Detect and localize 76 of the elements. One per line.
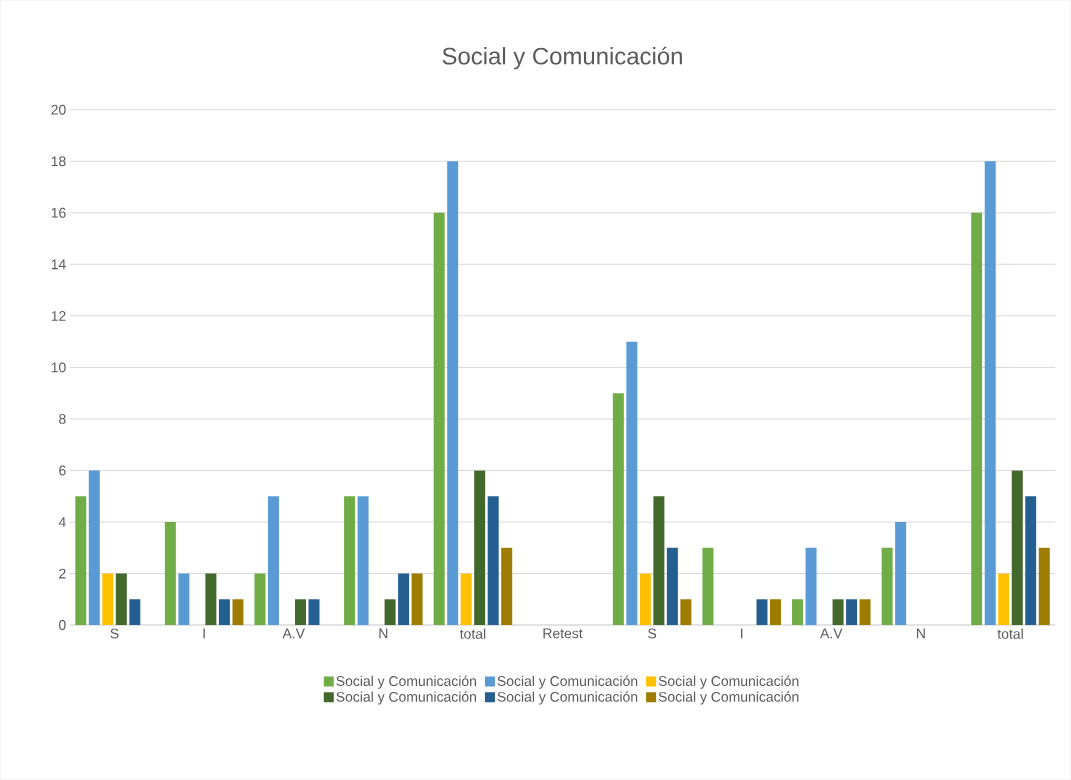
bar [792, 599, 804, 626]
x-tick-label: S [648, 628, 657, 639]
bar [344, 496, 356, 626]
x-tick-label: total [997, 628, 1023, 639]
x-tick-label: A.V [820, 628, 843, 639]
x-tick-label: N [917, 628, 925, 639]
x-tick-label: I [203, 628, 205, 639]
bar [205, 573, 217, 626]
y-tick-label: 8 [59, 414, 66, 424]
legend-label: Social y Comunicación [658, 691, 799, 705]
bar [859, 599, 871, 626]
bar [460, 573, 472, 626]
bar [895, 522, 907, 626]
x-tick-label: I [741, 628, 743, 639]
bar [653, 496, 665, 626]
legend-label: Social y Comunicación [336, 675, 477, 689]
legend-label: Social y Comunicación [658, 675, 799, 689]
y-tick-label: 4 [58, 517, 66, 527]
legend-label: Social y Comunicación [497, 691, 638, 705]
bar [846, 599, 858, 626]
bar [1038, 547, 1050, 626]
bar [702, 547, 714, 626]
bar [102, 573, 114, 626]
bar [384, 599, 396, 626]
bar [232, 599, 244, 626]
y-tick-label: 2 [59, 568, 66, 579]
bar [998, 573, 1010, 626]
bar [1025, 496, 1037, 626]
bar [267, 496, 279, 626]
y-tick-label: 18 [51, 156, 66, 167]
bar [88, 470, 100, 626]
x-tick-label: S [110, 628, 119, 639]
legend-label: Social y Comunicación [336, 691, 477, 705]
bar [474, 470, 486, 626]
y-tick-label: 16 [51, 207, 66, 218]
bar [769, 599, 781, 626]
chart-title: Social y Comunicación [442, 46, 682, 70]
bar [626, 341, 638, 626]
y-tick-label: 0 [59, 620, 66, 631]
bar [501, 547, 513, 626]
bar [612, 393, 624, 626]
x-tick-label: total [459, 628, 486, 639]
bar [805, 547, 817, 626]
bar [411, 573, 423, 626]
x-tick-label: Retest [543, 628, 583, 639]
y-tick-label: 10 [51, 362, 66, 373]
bar [115, 573, 127, 626]
bar [398, 573, 410, 626]
y-tick-label: 14 [51, 259, 66, 270]
bar [680, 599, 692, 626]
bar [984, 161, 996, 626]
bar [639, 573, 651, 626]
bar [832, 599, 844, 626]
y-tick-label: 12 [51, 311, 66, 321]
bar [666, 547, 678, 626]
bar [254, 573, 266, 626]
y-tick-label: 20 [51, 104, 66, 115]
x-tick-label: A.V [282, 628, 305, 639]
bar [308, 599, 320, 626]
bar [447, 161, 459, 626]
y-tick-label: 6 [59, 465, 66, 476]
bar [487, 496, 499, 626]
bar [1011, 470, 1023, 626]
bar [433, 212, 445, 626]
legend-label: Social y Comunicación [497, 675, 638, 689]
bar [164, 522, 176, 626]
bar [129, 599, 141, 626]
bar [178, 573, 190, 626]
bar [218, 599, 230, 626]
bar [971, 212, 983, 626]
bar [75, 496, 87, 626]
bar [294, 599, 306, 626]
bar [756, 599, 768, 626]
bar [881, 547, 893, 626]
x-tick-label: N [379, 628, 388, 639]
bar [357, 496, 369, 626]
